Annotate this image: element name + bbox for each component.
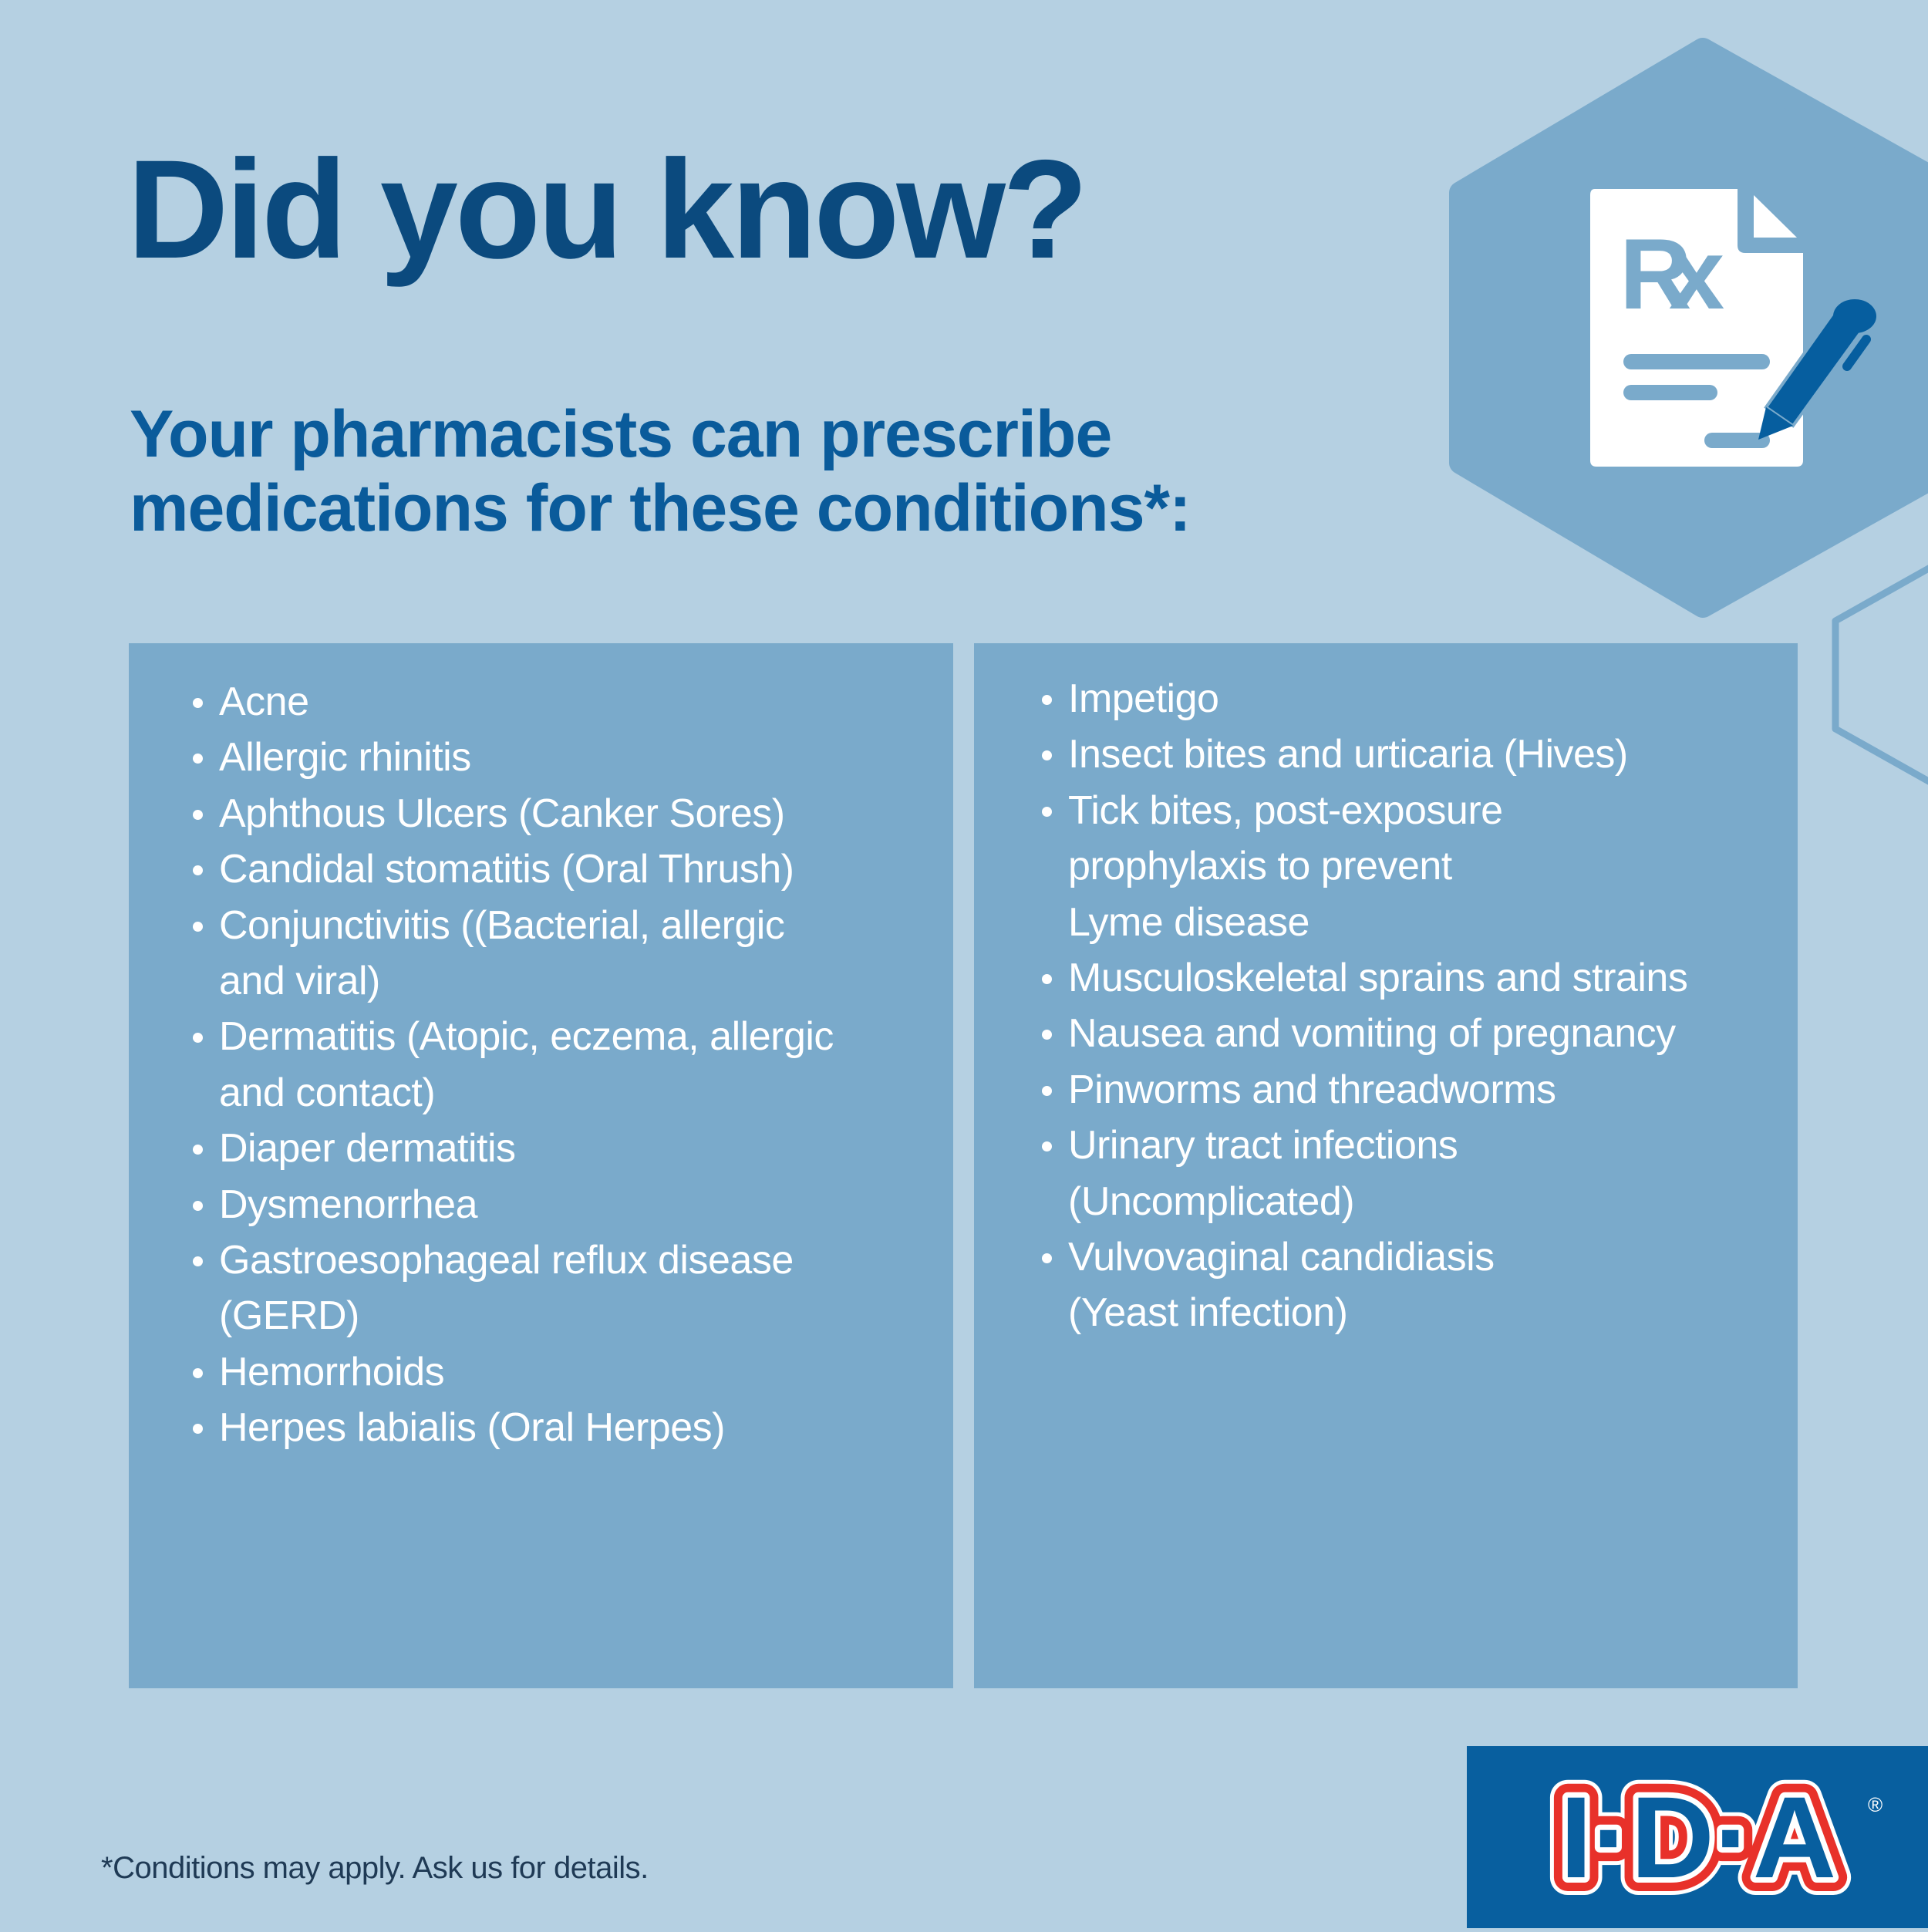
condition-list-item: Conjunctivitis ((Bacterial, allergic and… [187,898,834,1010]
page-subtitle: Your pharmacists can prescribe medicatio… [130,397,1192,545]
ida-logo-box: I·D·A I·D·A I·D·A I·D·A ® [1467,1746,1928,1928]
condition-list-item: Tick bites, post-exposure prophylaxis to… [1036,783,1687,950]
footnote: *Conditions may apply. Ask us for detail… [101,1851,649,1885]
svg-text:I·D·A: I·D·A [1560,1772,1836,1902]
condition-list-item: Nausea and vomiting of pregnancy [1036,1006,1687,1061]
condition-list-item: Diaper dermatitis [187,1121,834,1176]
condition-text: Candidal stomatitis (Oral Thrush) [219,847,794,892]
condition-list-item: Dermatitis (Atopic, eczema, allergic and… [187,1009,834,1121]
bullet-icon [1042,806,1052,817]
condition-text: Pinworms and threadworms [1068,1067,1556,1112]
bullet-icon [193,809,203,820]
condition-text: Conjunctivitis ((Bacterial, allergic and… [219,902,785,1004]
bullet-icon [193,865,203,876]
bullet-icon [1042,1030,1052,1040]
bullet-icon [1042,1253,1052,1264]
condition-text: Aphthous Ulcers (Canker Sores) [219,791,785,836]
condition-list-item: Pinworms and threadworms [1036,1062,1687,1118]
svg-text:I·D·A: I·D·A [1560,1772,1836,1902]
condition-text: Dermatitis (Atopic, eczema, allergic and… [219,1014,834,1115]
bullet-icon [193,1033,203,1044]
condition-list-item: Candidal stomatitis (Oral Thrush) [187,841,834,897]
conditions-panel-right: Impetigo Insect bites and urticaria (Hive… [974,643,1798,1688]
bullet-icon [1042,1085,1052,1096]
conditions-list-right: Impetigo Insect bites and urticaria (Hive… [1036,671,1688,1341]
bullet-icon [193,1200,203,1211]
condition-text: Impetigo [1068,676,1219,721]
bullet-icon [193,1424,203,1435]
condition-text: Hemorrhoids [219,1349,445,1394]
condition-list-item: Hemorrhoids [187,1344,834,1400]
condition-text: Nausea and vomiting of pregnancy [1068,1011,1676,1057]
bullet-icon [1042,695,1052,705]
bullet-icon [193,1145,203,1155]
hexagon-outline [1832,565,1928,785]
page-title: Did you know? [127,130,1088,288]
condition-text: Musculoskeletal sprains and strains [1068,956,1688,1001]
conditions-panel-left: Acne Allergic rhinitis Aphthous Ulcers (Ca… [129,643,953,1688]
conditions-list-left: Acne Allergic rhinitis Aphthous Ulcers (Ca… [187,674,834,1456]
signature-line [1704,433,1770,448]
condition-list-item: Gastroesophageal reflux disease (GERD) [187,1232,834,1344]
condition-text: Diaper dermatitis [219,1126,516,1172]
condition-list-item: Allergic rhinitis [187,730,834,785]
condition-list-item: Vulvovaginal candidiasis (Yeast infectio… [1036,1229,1687,1341]
ida-logo: I·D·A I·D·A I·D·A I·D·A ® [1542,1755,1882,1920]
condition-list-item: Aphthous Ulcers (Canker Sores) [187,786,834,841]
svg-text:®: ® [1868,1793,1882,1816]
condition-text: Urinary tract infections (Uncomplicated) [1068,1123,1458,1224]
condition-text: Allergic rhinitis [219,735,471,781]
condition-list-item: Urinary tract infections (Uncomplicated) [1036,1118,1687,1229]
condition-text: Dysmenorrhea [219,1182,478,1227]
prescription-document-pen-icon: Rx [1590,189,1876,467]
condition-text: Insect bites and urticaria (Hives) [1068,732,1628,777]
condition-text: Herpes labialis (Oral Herpes) [219,1405,725,1451]
bullet-icon [193,921,203,932]
document-line [1623,385,1717,400]
condition-list-item: Impetigo [1036,671,1687,727]
condition-text: Vulvovaginal candidiasis (Yeast infectio… [1068,1235,1495,1336]
svg-text:I·D·A: I·D·A [1560,1772,1836,1902]
bullet-icon [1042,750,1052,761]
document-fold-icon [1754,195,1797,238]
condition-list-item: Insect bites and urticaria (Hives) [1036,727,1687,782]
bullet-icon [1042,1141,1052,1152]
condition-text: Gastroesophageal reflux disease (GERD) [219,1238,794,1339]
bullet-icon [193,1256,203,1267]
bullet-icon [1042,974,1052,985]
condition-list-item: Herpes labialis (Oral Herpes) [187,1400,834,1455]
condition-list-item: Acne [187,674,834,730]
condition-list-item: Musculoskeletal sprains and strains [1036,950,1688,1006]
bullet-icon [193,698,203,708]
svg-text:I·D·A: I·D·A [1560,1772,1836,1902]
condition-text: Tick bites, post-exposure prophylaxis to… [1068,787,1503,945]
document-line [1623,354,1770,369]
condition-text: Acne [219,679,309,724]
condition-list-item: Dysmenorrhea [187,1177,834,1232]
bullet-icon [193,754,203,764]
pen-icon [1758,299,1876,440]
bullet-icon [193,1367,203,1378]
